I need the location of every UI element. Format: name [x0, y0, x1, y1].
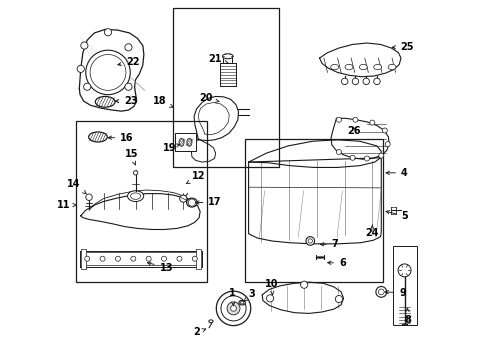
Circle shape: [84, 83, 91, 90]
Text: 3: 3: [244, 289, 255, 302]
Text: 11: 11: [56, 200, 76, 210]
Circle shape: [335, 296, 343, 303]
Circle shape: [188, 199, 196, 206]
Circle shape: [162, 256, 167, 261]
Text: 8: 8: [404, 308, 411, 325]
Circle shape: [146, 256, 151, 261]
Ellipse shape: [127, 191, 144, 202]
Text: 23: 23: [115, 96, 137, 106]
Text: 25: 25: [392, 42, 414, 52]
Circle shape: [125, 83, 132, 90]
Bar: [393, 246, 417, 325]
Circle shape: [125, 44, 132, 51]
Text: 24: 24: [366, 225, 379, 238]
Circle shape: [382, 128, 388, 133]
Text: 2: 2: [194, 327, 206, 337]
Circle shape: [100, 256, 105, 261]
Bar: [196, 249, 201, 269]
Bar: [223, 57, 232, 63]
Circle shape: [81, 42, 88, 49]
Circle shape: [267, 295, 274, 302]
Text: 14: 14: [67, 179, 86, 194]
Ellipse shape: [179, 138, 184, 146]
Circle shape: [306, 237, 315, 245]
Bar: [175, 134, 196, 151]
Circle shape: [337, 117, 342, 122]
Circle shape: [353, 117, 358, 122]
Circle shape: [350, 155, 355, 160]
Circle shape: [131, 256, 136, 261]
Circle shape: [337, 149, 342, 154]
Bar: [76, 121, 207, 282]
Bar: [245, 139, 383, 282]
Circle shape: [86, 194, 92, 201]
Circle shape: [86, 50, 130, 95]
Circle shape: [180, 195, 187, 202]
Circle shape: [177, 256, 182, 261]
Ellipse shape: [187, 198, 197, 207]
Text: 19: 19: [163, 143, 179, 153]
Text: 26: 26: [347, 126, 361, 135]
Text: 9: 9: [385, 288, 406, 298]
Ellipse shape: [222, 54, 233, 59]
Circle shape: [398, 264, 411, 277]
Circle shape: [385, 141, 390, 147]
Ellipse shape: [331, 64, 339, 70]
Circle shape: [192, 256, 197, 261]
Circle shape: [231, 306, 236, 311]
Circle shape: [365, 156, 369, 161]
Text: 16: 16: [108, 133, 134, 143]
Ellipse shape: [209, 320, 213, 323]
Text: 12: 12: [187, 171, 205, 184]
Circle shape: [370, 120, 375, 125]
Ellipse shape: [374, 64, 382, 70]
Ellipse shape: [345, 64, 353, 70]
Ellipse shape: [388, 64, 396, 70]
Ellipse shape: [95, 96, 115, 107]
Circle shape: [216, 291, 251, 325]
Circle shape: [227, 302, 240, 315]
Ellipse shape: [359, 64, 368, 70]
Circle shape: [104, 29, 112, 36]
Circle shape: [374, 78, 380, 85]
Circle shape: [379, 153, 384, 158]
Circle shape: [352, 78, 359, 85]
Ellipse shape: [187, 138, 192, 146]
Text: 13: 13: [147, 262, 173, 273]
Circle shape: [85, 256, 90, 261]
Text: 7: 7: [320, 239, 339, 249]
Text: 21: 21: [209, 54, 228, 64]
Circle shape: [342, 78, 348, 85]
Text: 1: 1: [229, 288, 236, 305]
Ellipse shape: [239, 300, 245, 305]
Circle shape: [376, 287, 387, 297]
Ellipse shape: [89, 132, 107, 142]
Bar: [81, 249, 87, 269]
Text: 4: 4: [386, 168, 408, 178]
Text: 10: 10: [265, 279, 278, 295]
Circle shape: [363, 78, 369, 85]
Circle shape: [300, 281, 308, 288]
Circle shape: [77, 65, 84, 72]
Text: 5: 5: [386, 211, 408, 221]
Text: 15: 15: [124, 149, 138, 165]
Text: 6: 6: [328, 258, 346, 268]
Circle shape: [116, 256, 121, 261]
Text: 22: 22: [118, 57, 140, 67]
Text: 18: 18: [153, 96, 173, 107]
Text: 17: 17: [196, 197, 222, 207]
Bar: [172, 8, 279, 167]
Text: 20: 20: [199, 93, 219, 103]
Circle shape: [133, 171, 138, 175]
